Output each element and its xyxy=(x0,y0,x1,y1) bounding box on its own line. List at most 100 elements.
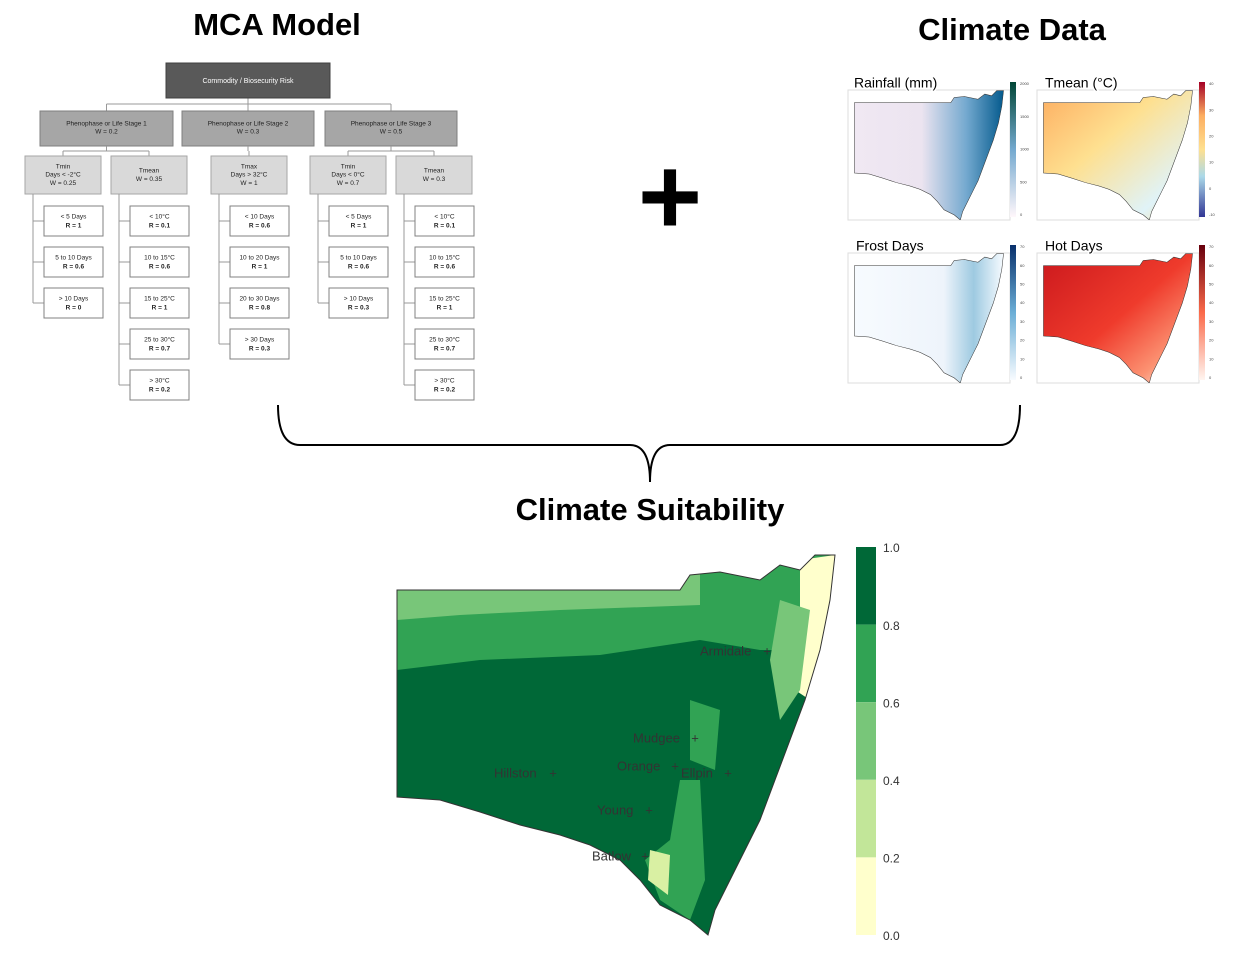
class-range: 15 to 25°C xyxy=(144,295,175,303)
node-box xyxy=(39,110,174,147)
colorbar-label: 1000 xyxy=(1020,147,1030,152)
criterion-weight: W = 1 xyxy=(240,180,258,187)
colorbar-label: 0 xyxy=(1209,186,1212,191)
class-rating: R = 0.3 xyxy=(249,346,271,353)
node-box xyxy=(129,246,190,278)
brace xyxy=(277,404,1021,483)
town-label: Hillston xyxy=(494,765,537,780)
legend-band xyxy=(856,857,876,935)
class-range: 5 to 10 Days xyxy=(55,255,92,262)
node-box xyxy=(129,287,190,319)
class-range: 25 to 30°C xyxy=(429,336,460,344)
stage-weight: W = 0.2 xyxy=(95,129,118,136)
node-box xyxy=(229,205,290,237)
town-label: Batlow xyxy=(592,848,632,863)
class-range: > 30 Days xyxy=(245,337,275,344)
node-box xyxy=(229,328,290,360)
class-range: > 10 Days xyxy=(59,296,89,303)
class-range: < 5 Days xyxy=(61,214,88,221)
town-marker: + xyxy=(691,730,699,745)
suitability-title: Climate Suitability xyxy=(516,492,785,527)
colorbar xyxy=(1010,245,1016,380)
class-rating: R = 0.1 xyxy=(149,223,171,230)
criterion-weight: W = 0.35 xyxy=(136,176,163,183)
node-box xyxy=(210,155,288,195)
node-box xyxy=(328,246,389,278)
criterion-name: Tmean xyxy=(139,168,160,175)
colorbar-label: 2000 xyxy=(1020,81,1030,86)
colorbar-label: 500 xyxy=(1020,179,1027,184)
class-range: 15 to 25°C xyxy=(429,295,460,303)
class-range: 10 to 15°C xyxy=(429,254,460,262)
node-box xyxy=(395,155,473,195)
legend-label: 0.6 xyxy=(883,696,900,710)
colorbar-label: 20 xyxy=(1020,338,1025,343)
legend: 1.0 0.8 0.6 0.4 0.2 0.0 xyxy=(856,541,900,943)
class-rating: R = 0.1 xyxy=(434,223,456,230)
class-range: < 10 Days xyxy=(245,214,275,221)
class-rating: R = 0.7 xyxy=(434,346,456,353)
colorbar-label: 20 xyxy=(1209,133,1214,138)
class-range: > 30°C xyxy=(434,377,454,385)
node-box xyxy=(110,155,188,195)
colorbar xyxy=(1199,245,1205,380)
town-marker: + xyxy=(671,758,679,773)
legend-label: 0.4 xyxy=(883,774,900,788)
class-rating: R = 0.6 xyxy=(249,223,271,230)
class-rating: R = 1 xyxy=(437,305,453,312)
colorbar xyxy=(1010,82,1016,217)
colorbar-label: 10 xyxy=(1209,356,1214,361)
stage-weight: W = 0.3 xyxy=(237,129,260,136)
stage-label: Phenophase or Life Stage 2 xyxy=(208,121,289,128)
climate-title: Climate Data xyxy=(918,12,1107,47)
node-box xyxy=(328,205,389,237)
class-rating: R = 0.6 xyxy=(149,264,171,271)
town-label: Mudgee xyxy=(633,730,680,745)
node-box xyxy=(229,287,290,319)
town-marker: + xyxy=(645,802,653,817)
town-marker: + xyxy=(763,643,771,658)
node-box xyxy=(229,246,290,278)
colorbar-label: 40 xyxy=(1209,81,1214,86)
town-labels: Armidale +Mudgee +Hillston + Orange + Ellpin +Y… xyxy=(494,643,771,863)
class-rating: R = 0.8 xyxy=(249,305,271,312)
legend-band xyxy=(856,702,876,780)
stage-label: Phenophase or Life Stage 3 xyxy=(351,121,432,128)
colorbar-label: 0 xyxy=(1020,375,1023,380)
suitability-map xyxy=(396,554,836,936)
criterion-weight: W = 0.7 xyxy=(337,180,360,187)
node-box xyxy=(24,155,102,195)
class-rating: R = 0.6 xyxy=(348,264,370,271)
criterion-name: Tmean xyxy=(424,168,445,175)
node-box xyxy=(414,246,475,278)
class-rating: R = 0.2 xyxy=(434,387,456,394)
node-box xyxy=(414,369,475,401)
legend-band xyxy=(856,779,876,858)
node-box xyxy=(414,205,475,237)
class-rating: R = 0.6 xyxy=(63,264,85,271)
plus-sign: + xyxy=(638,135,702,258)
map-title: Rainfall (mm) xyxy=(854,75,937,91)
stage-label: Phenophase or Life Stage 1 xyxy=(66,121,147,128)
class-range: 20 to 30 Days xyxy=(239,296,280,303)
class-range: 10 to 15°C xyxy=(144,254,175,262)
class-range: 25 to 30°C xyxy=(144,336,175,344)
criterion-name: Tmin xyxy=(341,163,356,170)
class-rating: R = 0.7 xyxy=(149,346,171,353)
colorbar-label: -10 xyxy=(1209,212,1216,217)
legend-label: 0.8 xyxy=(883,619,900,633)
colorbar-label: 10 xyxy=(1020,356,1025,361)
colorbar-label: 10 xyxy=(1209,160,1214,165)
class-rating: R = 1 xyxy=(66,223,82,230)
colorbar-label: 1500 xyxy=(1020,114,1030,119)
criterion-condition: Days < 0°C xyxy=(331,171,364,179)
town-marker: + xyxy=(724,765,732,780)
node-box xyxy=(43,287,104,319)
criterion-condition: Days < -2°C xyxy=(45,171,81,179)
colorbar-label: 0 xyxy=(1209,375,1212,380)
class-rating: R = 0 xyxy=(66,305,82,312)
colorbar xyxy=(1199,82,1205,217)
colorbar-label: 30 xyxy=(1020,319,1025,324)
legend-label: 1.0 xyxy=(883,541,900,555)
